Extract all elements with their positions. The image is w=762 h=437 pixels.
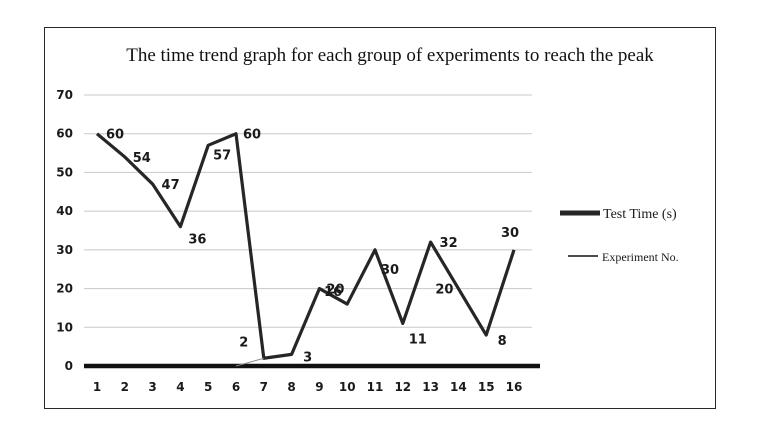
- data-label: 30: [501, 226, 519, 241]
- data-label: 36: [188, 233, 206, 248]
- data-label: 30: [381, 263, 399, 278]
- legend: Test Time (s) Experiment No.: [560, 207, 679, 264]
- x-tick-label: 2: [121, 380, 129, 394]
- chart-title: The time trend graph for each group of e…: [126, 45, 654, 66]
- y-tick-label: 10: [56, 320, 73, 334]
- y-axis-ticks: 0 10 20 30 40 50 60 70: [56, 88, 73, 373]
- y-tick-label: 40: [56, 204, 73, 218]
- series-line-test-time: [95, 132, 516, 360]
- data-label: 11: [409, 332, 427, 347]
- x-tick-label: 15: [478, 380, 495, 394]
- data-label: 3: [303, 350, 312, 365]
- x-tick-label: 1: [93, 380, 101, 394]
- data-label: 2: [239, 335, 248, 350]
- x-tick-label: 14: [450, 380, 467, 394]
- data-label: 16: [324, 285, 342, 300]
- x-axis-ticks: 1 2 3 4 5 6 7 8 9 10 11 12 13 14 15 16: [93, 380, 523, 394]
- connector-line: [235, 357, 264, 367]
- y-tick-label: 20: [56, 282, 73, 296]
- series-lines: [84, 132, 540, 369]
- data-label: 60: [106, 128, 124, 143]
- x-tick-label: 7: [260, 380, 268, 394]
- y-tick-label: 0: [65, 359, 73, 373]
- x-tick-label: 13: [422, 380, 439, 394]
- data-label: 47: [162, 178, 180, 193]
- x-tick-label: 8: [287, 380, 295, 394]
- x-tick-label: 9: [315, 380, 323, 394]
- data-label: 32: [440, 236, 458, 251]
- gridlines: [84, 94, 532, 328]
- data-label: 60: [243, 128, 261, 143]
- legend-label-experiment-no: Experiment No.: [602, 250, 679, 264]
- data-label: 54: [133, 151, 151, 166]
- x-tick-label: 3: [148, 380, 156, 394]
- x-tick-label: 12: [394, 380, 411, 394]
- y-tick-label: 70: [56, 88, 73, 102]
- data-label: 8: [498, 334, 507, 349]
- legend-label-test-time: Test Time (s): [603, 207, 677, 222]
- y-tick-label: 30: [56, 243, 73, 257]
- y-tick-label: 60: [56, 127, 73, 141]
- data-label: 20: [435, 283, 453, 298]
- data-label: 20: [326, 283, 344, 298]
- data-label: 57: [213, 148, 231, 163]
- x-tick-label: 10: [339, 380, 356, 394]
- x-tick-label: 16: [506, 380, 523, 394]
- y-tick-label: 50: [56, 165, 73, 179]
- x-tick-label: 11: [367, 380, 384, 394]
- x-tick-label: 4: [176, 380, 184, 394]
- x-tick-label: 6: [232, 380, 240, 394]
- x-tick-label: 5: [204, 380, 212, 394]
- chart-frame: [44, 27, 716, 409]
